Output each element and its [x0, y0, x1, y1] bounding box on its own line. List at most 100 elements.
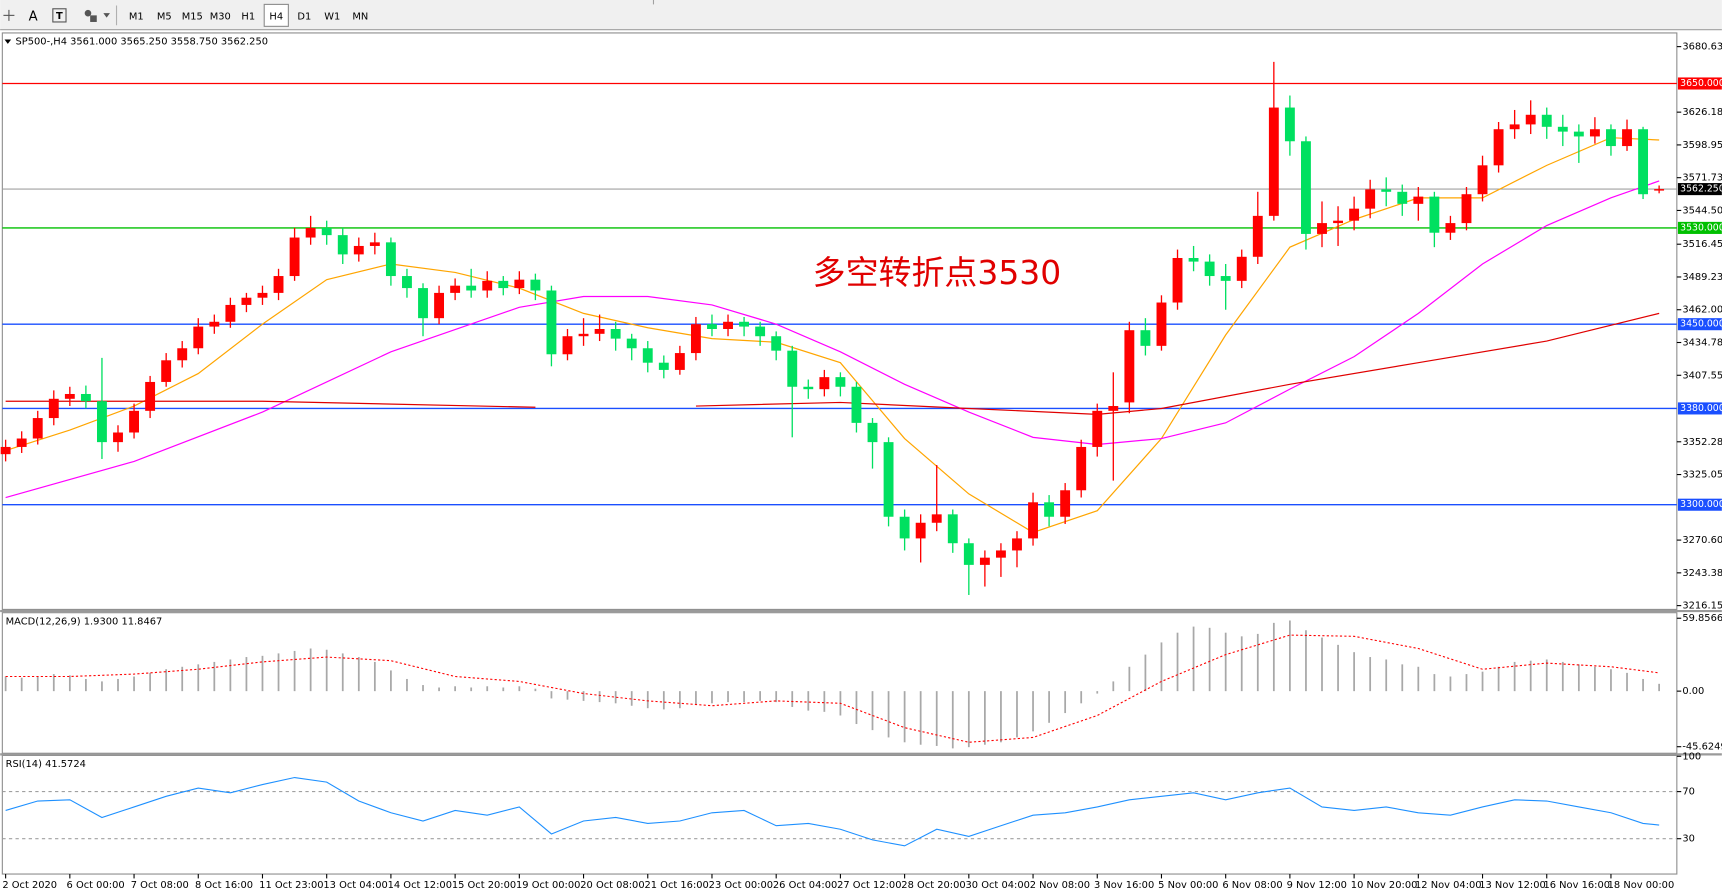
candle-body	[48, 398, 59, 419]
candle-body	[1429, 196, 1440, 233]
candle-body	[1028, 502, 1038, 539]
candle-body	[1445, 223, 1456, 233]
candle-body	[1477, 165, 1488, 195]
timeframe-button[interactable]: W1	[324, 11, 340, 22]
candle-body	[1541, 114, 1552, 127]
timeframe-button[interactable]: H4	[269, 11, 283, 22]
x-tick-label: 14 Oct 12:00	[388, 880, 452, 891]
candle-body	[418, 288, 428, 319]
y-tick-label: 59.8566	[1682, 613, 1722, 624]
candle-body	[145, 381, 156, 411]
candle-body	[674, 353, 685, 370]
candle-body	[851, 386, 862, 423]
x-tick-label: 23 Oct 00:00	[709, 880, 773, 891]
candle-body	[353, 245, 364, 255]
level-label-box	[1677, 221, 1722, 234]
x-tick-label: 16 Nov 16:00	[1543, 880, 1610, 891]
x-tick-label: 2 Nov 08:00	[1030, 880, 1090, 891]
x-tick-label: 12 Nov 04:00	[1415, 880, 1482, 891]
candle-body	[289, 237, 300, 277]
candle-body	[113, 432, 123, 443]
candle-body	[1493, 129, 1504, 166]
candle-body	[0, 446, 11, 455]
moving-average	[5, 137, 1660, 534]
candle-body	[337, 235, 348, 255]
candle-body	[1349, 208, 1360, 221]
current-price-box	[1677, 183, 1722, 196]
crosshair-tool[interactable]	[3, 9, 15, 21]
candle-body	[1236, 256, 1247, 281]
candle-body	[690, 324, 701, 354]
x-tick-label: 21 Oct 16:00	[644, 880, 708, 891]
candle-body	[1172, 257, 1183, 303]
candle-body	[64, 393, 75, 399]
candle-body	[209, 321, 220, 327]
candle-body	[562, 336, 573, 355]
candle-body	[177, 348, 188, 361]
x-tick-label: 15 Oct 20:00	[452, 880, 516, 891]
x-tick-label: 2 Oct 2020	[2, 880, 57, 891]
candle-body	[1557, 126, 1568, 132]
y-tick-label: 100	[1682, 751, 1701, 762]
x-tick-label: 26 Oct 04:00	[773, 880, 837, 891]
shapes-tool[interactable]	[84, 9, 110, 22]
timeframe-button[interactable]: M15	[182, 11, 203, 22]
x-tick-label: 3 Nov 16:00	[1094, 880, 1154, 891]
x-tick-label: 13 Oct 04:00	[323, 880, 387, 891]
candle-body	[305, 227, 316, 238]
timeframe-button[interactable]: D1	[297, 11, 311, 22]
x-tick-label: 11 Oct 23:00	[259, 880, 323, 891]
timeframe-button[interactable]: H1	[241, 11, 255, 22]
timeframe-button[interactable]: MN	[352, 11, 368, 22]
candle-body	[947, 514, 958, 544]
candle-body	[1381, 189, 1392, 192]
macd-title: MACD(12,26,9) 1.9300 11.8467	[6, 616, 163, 627]
candle-body	[1060, 490, 1071, 517]
svg-text:T: T	[56, 11, 63, 22]
candle-body	[1156, 302, 1167, 346]
y-tick-label: 3571.730	[1682, 173, 1722, 184]
chart-title: SP500-,H4 3561.000 3565.250 3558.750 356…	[16, 37, 269, 48]
y-tick-label: 3489.230	[1682, 272, 1722, 283]
candle-body	[1573, 131, 1584, 137]
candle-body	[1654, 189, 1665, 191]
annotation: 多空转折点3530	[813, 253, 1062, 292]
candle-body	[1606, 129, 1616, 147]
x-tick-label: 7 Oct 08:00	[131, 880, 189, 891]
level-label: 3300.000	[1680, 499, 1722, 510]
candle-body	[1252, 215, 1263, 257]
text-tool[interactable]: A	[29, 9, 38, 24]
candle-body	[1397, 191, 1408, 204]
candle-body	[530, 279, 541, 291]
candle-body	[594, 328, 605, 334]
x-tick-label: 18 Nov 00:00	[1608, 880, 1675, 891]
timeframe-button[interactable]: M1	[129, 11, 144, 22]
timeframe-button[interactable]: M30	[210, 11, 231, 22]
level-label: 3530.000	[1680, 222, 1722, 233]
candle-body	[658, 362, 669, 370]
candle-body	[1333, 220, 1343, 224]
x-tick-label: 8 Oct 16:00	[195, 880, 253, 891]
candle-body	[498, 280, 509, 289]
candle-body	[1188, 257, 1199, 262]
candle-body	[1076, 446, 1087, 491]
rsi-line	[5, 776, 1660, 847]
x-tick-label: 6 Nov 08:00	[1222, 880, 1282, 891]
level-label-box	[1677, 77, 1722, 90]
y-tick-label: 3626.180	[1682, 107, 1722, 118]
candle-body	[32, 418, 43, 439]
label-tool[interactable]: T	[52, 8, 67, 23]
y-tick-label: 3598.955	[1682, 140, 1722, 151]
candle-body	[321, 227, 332, 236]
candle-body	[257, 292, 268, 298]
candle-body	[755, 326, 766, 337]
candle-body	[80, 393, 91, 402]
candle-body	[1413, 196, 1424, 204]
y-tick-label: 3516.455	[1682, 239, 1722, 250]
y-tick-label: 0.00	[1682, 686, 1704, 697]
timeframe-button[interactable]: M5	[157, 11, 172, 22]
candle-body	[931, 514, 942, 523]
y-tick-label: 3680.630	[1682, 42, 1722, 53]
